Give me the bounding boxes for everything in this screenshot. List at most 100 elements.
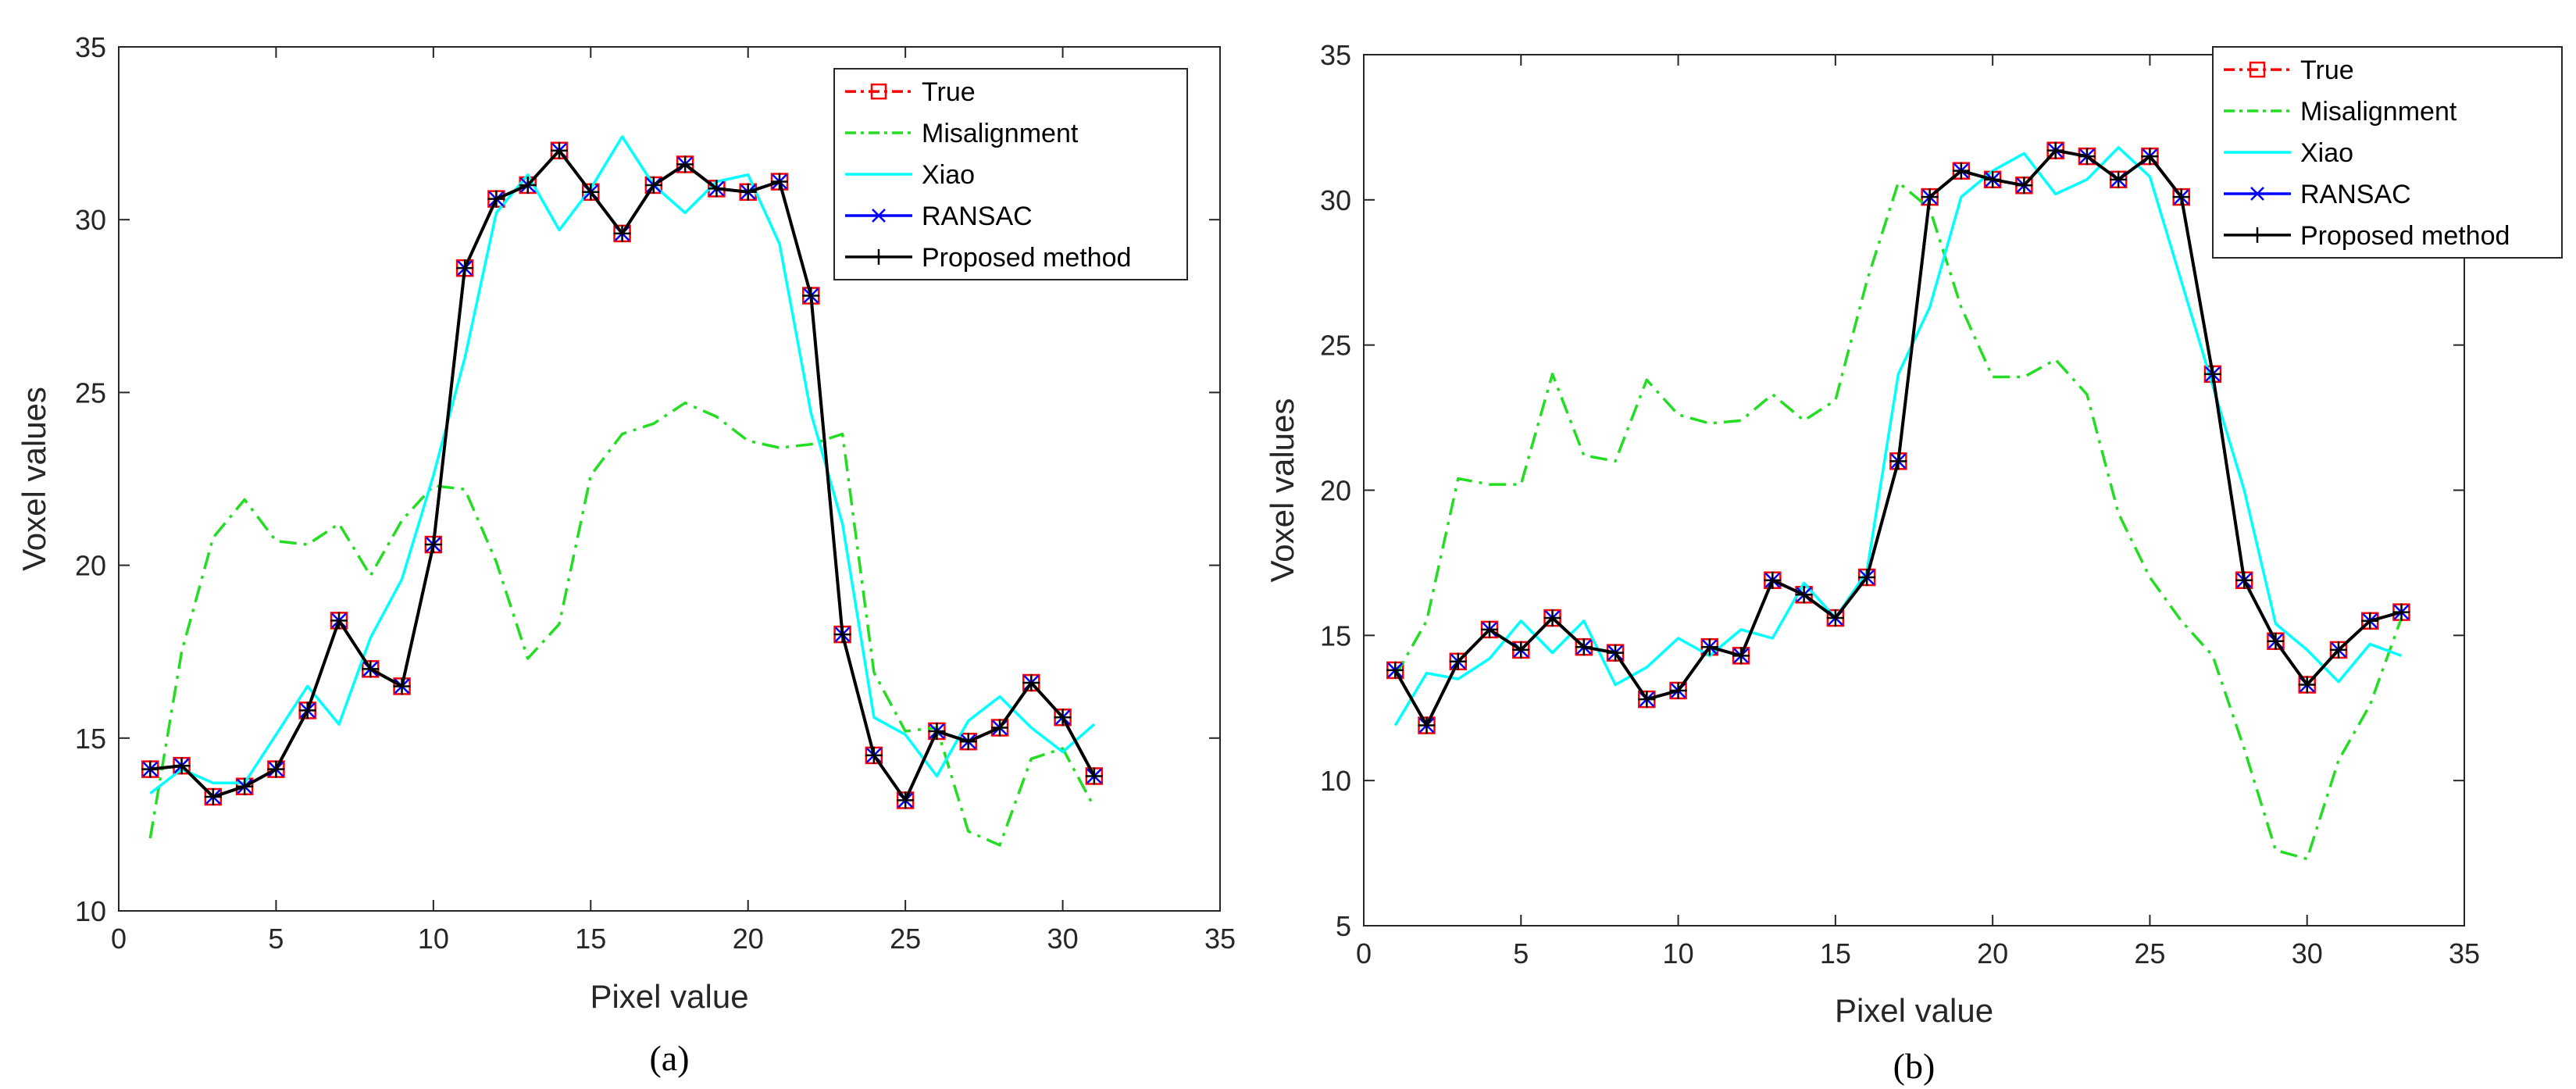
y-axis-label: Voxel values (1264, 398, 1300, 583)
y-tick-label: 10 (1320, 765, 1351, 797)
series-line-xiao (149, 135, 1096, 794)
point-proposed-method (519, 176, 537, 194)
x-tick-label: 5 (1513, 937, 1529, 969)
legend-label-true: True (2300, 55, 2354, 85)
legend-marker-proposed-method (871, 248, 887, 265)
legend-marker-true (870, 83, 887, 100)
point-proposed-method (897, 791, 915, 809)
point-proposed-method (771, 173, 788, 191)
point-proposed-method (582, 183, 600, 201)
legend-marker-true (2249, 61, 2266, 78)
point-proposed-method (1607, 644, 1625, 662)
point-proposed-method (362, 660, 380, 678)
point-proposed-method (424, 536, 442, 554)
point-proposed-method (1732, 647, 1750, 665)
point-proposed-method (141, 760, 159, 778)
point-proposed-method (456, 259, 474, 277)
point-proposed-method (1054, 709, 1072, 727)
x-tick-label: 25 (2134, 937, 2165, 969)
point-proposed-method (991, 719, 1008, 737)
point-proposed-method (2361, 612, 2379, 630)
point-proposed-method (2141, 148, 2159, 166)
y-tick-label: 20 (1320, 475, 1351, 507)
point-proposed-method (393, 677, 411, 695)
y-axis-label: Voxel values (16, 387, 52, 571)
chart-a: 0 5 10 15 20 25 30 35 10 15 20 25 30 35 Pixel value Vox… (16, 31, 1236, 1078)
legend-marker-ransac (2250, 187, 2264, 201)
point-proposed-method (2078, 148, 2096, 166)
point-proposed-method (330, 612, 348, 630)
point-proposed-method (676, 155, 694, 173)
point-proposed-method (1481, 620, 1499, 638)
x-tick-label: 15 (575, 923, 606, 955)
y-tick-label: 10 (75, 895, 106, 927)
point-proposed-method (298, 702, 316, 719)
legend-label-proposed-method: Proposed method (922, 243, 1131, 273)
series-line-misalignment (1393, 180, 2403, 861)
legend-label-true: True (922, 77, 976, 107)
legend-label-proposed-method: Proposed method (2300, 221, 2510, 251)
legend: True Misalignment Xiao RANSAC Proposed metho… (833, 68, 1188, 280)
y-tick-label: 35 (75, 31, 106, 63)
point-proposed-method (1889, 452, 1907, 470)
y-tick-label: 20 (75, 550, 106, 582)
legend-marker-ransac (872, 209, 886, 223)
point-proposed-method (739, 183, 757, 201)
legend-marker-proposed-method (2250, 227, 2265, 243)
series-line-xiao (1393, 146, 2403, 727)
y-tick-label: 25 (1320, 330, 1351, 362)
point-proposed-method (1984, 170, 2002, 188)
y-tick-label: 5 (1336, 910, 1351, 942)
legend-label-xiao: Xiao (922, 160, 975, 190)
legend: True Misalignment Xiao RANSAC Proposed metho… (2212, 46, 2563, 259)
point-proposed-method (1543, 609, 1561, 627)
point-proposed-method (267, 760, 285, 778)
y-tick-label: 30 (75, 204, 106, 236)
point-proposed-method (1386, 661, 1404, 679)
point-proposed-method (1512, 641, 1530, 659)
legend-label-ransac: RANSAC (922, 202, 1033, 231)
point-proposed-method (2015, 177, 2033, 195)
point-proposed-method (2046, 141, 2064, 159)
point-proposed-method (236, 777, 254, 795)
x-tick-label: 20 (1977, 937, 2008, 969)
legend-label-ransac: RANSAC (2300, 180, 2411, 209)
point-proposed-method (1700, 638, 1718, 656)
y-tick-label: 15 (75, 723, 106, 755)
point-proposed-method (1638, 691, 1656, 709)
point-proposed-method (1764, 571, 1782, 589)
legend-label-misalignment: Misalignment (2300, 97, 2457, 127)
y-tick-label: 35 (1320, 39, 1351, 71)
point-proposed-method (1575, 638, 1593, 656)
y-tick-label: 25 (75, 377, 106, 409)
legend-label-misalignment: Misalignment (922, 119, 1079, 148)
point-proposed-method (644, 176, 662, 194)
point-proposed-method (551, 141, 568, 159)
point-proposed-method (2235, 571, 2253, 589)
x-tick-label: 25 (890, 923, 921, 955)
point-proposed-method (2172, 188, 2190, 206)
point-proposed-method (1826, 609, 1844, 627)
x-tick-label: 30 (1047, 923, 1079, 955)
point-proposed-method (204, 788, 222, 806)
point-proposed-method (1921, 188, 1939, 206)
point-proposed-method (865, 746, 883, 764)
point-proposed-method (613, 224, 631, 242)
point-proposed-method (1669, 681, 1687, 699)
point-proposed-method (2110, 170, 2128, 188)
x-tick-label: 20 (733, 923, 764, 955)
point-proposed-method (708, 180, 726, 198)
x-tick-label: 30 (2292, 937, 2323, 969)
point-proposed-method (1418, 716, 1436, 734)
point-proposed-method (802, 287, 820, 305)
point-proposed-method (1022, 674, 1040, 692)
x-tick-label: 0 (111, 923, 127, 955)
point-proposed-method (928, 722, 946, 740)
legend-label-xiao: Xiao (2300, 138, 2353, 168)
x-tick-label: 0 (1356, 937, 1372, 969)
point-proposed-method (2392, 603, 2410, 621)
figure-caption: (b) (1893, 1046, 1936, 1086)
x-tick-label: 15 (1820, 937, 1851, 969)
x-tick-label: 10 (418, 923, 449, 955)
point-proposed-method (833, 626, 851, 644)
